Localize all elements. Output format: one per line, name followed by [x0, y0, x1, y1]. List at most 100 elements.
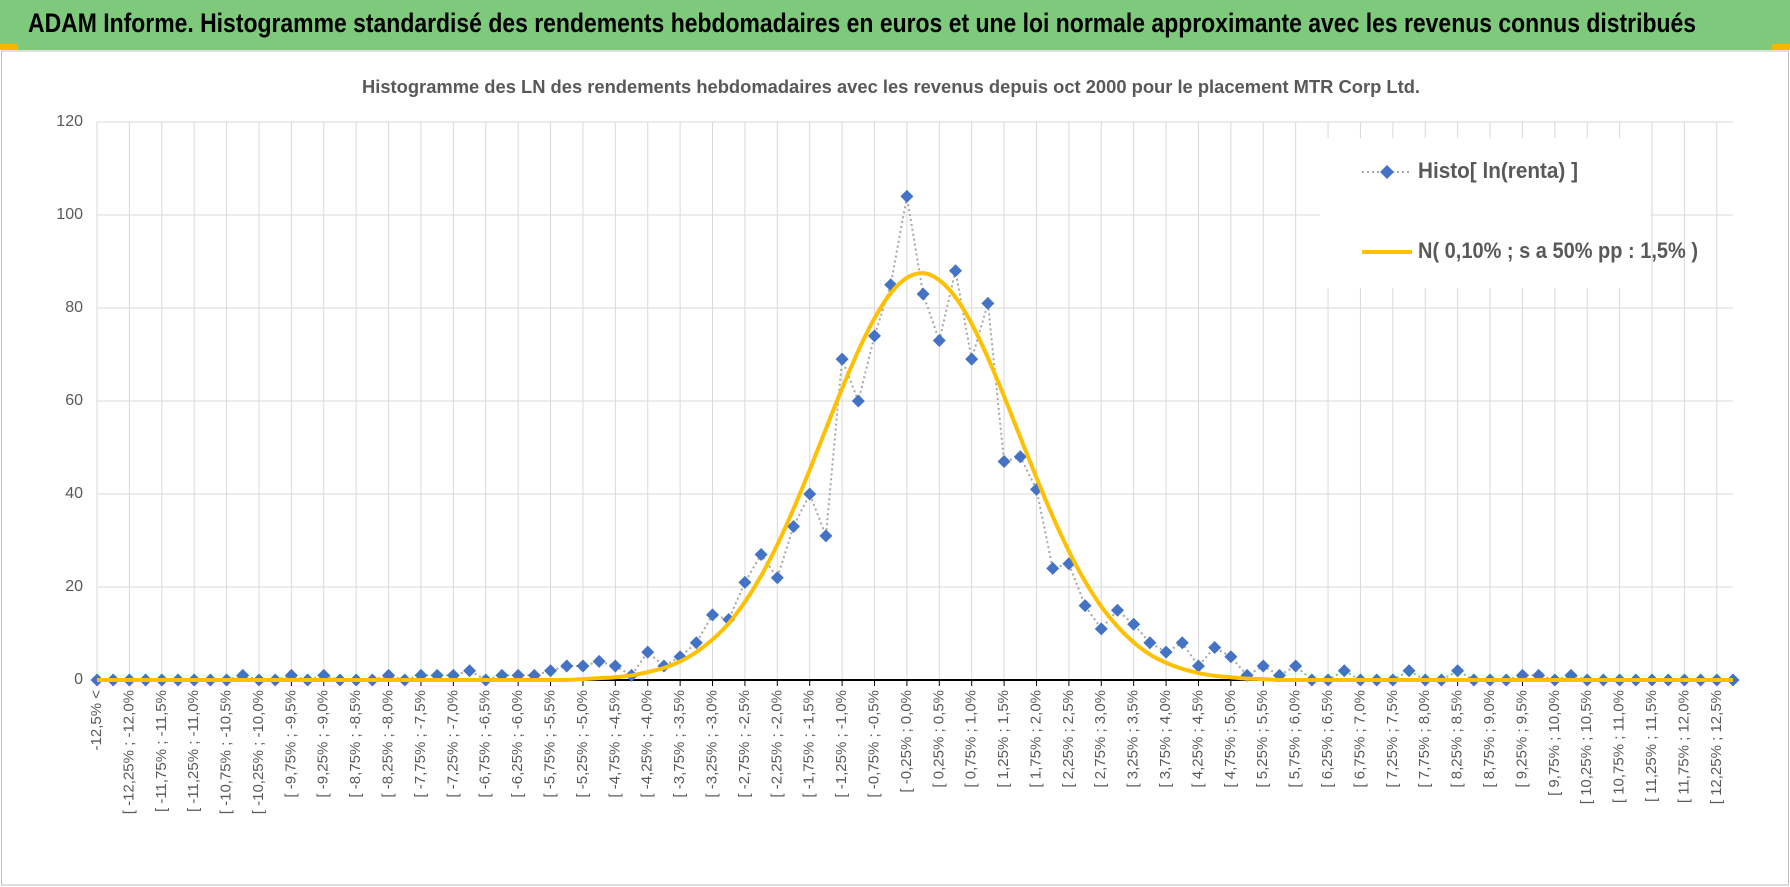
data-point	[576, 659, 590, 673]
data-point	[803, 487, 817, 501]
data-point	[706, 608, 720, 622]
x-tick-label: [ 11,75% ; 12,0%	[1675, 690, 1692, 803]
x-tick-label: [ -0,25% ; 0,0%	[898, 690, 915, 793]
data-point	[1110, 603, 1124, 617]
x-tick-label: [ 5,25% ; 5,5%	[1254, 690, 1271, 788]
x-tick-label: [ -5,75% ; -5,5%	[542, 690, 559, 798]
y-tick-label: 120	[56, 113, 83, 130]
x-tick-label: [ 9,75% ; 10,0%	[1546, 690, 1563, 796]
legend-box	[1320, 138, 1650, 288]
data-point	[1159, 645, 1173, 659]
data-point	[1094, 622, 1108, 636]
data-point	[592, 654, 606, 668]
x-tick-label: [ 4,75% ; 5,0%	[1222, 690, 1239, 788]
x-tick-label: [ 8,75% ; 9,0%	[1481, 690, 1498, 788]
x-tick-label: [ 12,25% ; 12,5%	[1708, 690, 1725, 804]
data-point	[835, 352, 849, 366]
x-tick-label: [ 2,75% ; 3,0%	[1092, 690, 1109, 788]
series-line	[97, 271, 1733, 683]
x-tick-label: [ 8,25% ; 8,5%	[1449, 690, 1466, 788]
x-tick-label: [ -8,25% ; -8,0%	[380, 690, 397, 798]
legend-marker	[1380, 165, 1394, 179]
data-point	[1402, 664, 1416, 678]
header-bar	[0, 0, 1790, 50]
data-point	[997, 454, 1011, 468]
data-point	[948, 264, 962, 278]
x-tick-label: [ -6,25% ; -6,0%	[509, 690, 526, 798]
x-tick-label: [ -3,25% ; -3,0%	[703, 690, 720, 798]
x-tick-label: [ -11,75% ; -11,5%	[153, 690, 170, 812]
x-tick-label: [ 1,75% ; 2,0%	[1027, 690, 1044, 788]
data-point	[770, 571, 784, 585]
data-point	[1256, 659, 1270, 673]
data-point	[1078, 599, 1092, 613]
header-title: ADAM Informe. Histogramme standardisé de…	[28, 8, 1696, 38]
corner-accent	[1772, 44, 1790, 50]
data-point	[1191, 659, 1205, 673]
x-tick-label: [ 0,75% ; 1,0%	[963, 690, 980, 788]
data-point	[819, 529, 833, 543]
x-tick-label: [ -5,25% ; -5,0%	[574, 690, 591, 798]
y-tick-label: 0	[74, 671, 83, 688]
x-tick-label: [ -2,75% ; -2,5%	[736, 690, 753, 798]
data-point	[1046, 561, 1060, 575]
x-tick-label: [ -3,75% ; -3,5%	[671, 690, 688, 798]
data-point	[1289, 659, 1303, 673]
x-tick-label: [ 10,75% ; 11,0%	[1611, 690, 1628, 803]
data-point	[916, 287, 930, 301]
corner-accent	[0, 44, 18, 50]
x-tick-label: [ -2,25% ; -2,0%	[768, 690, 785, 798]
x-tick-label: [ -9,25% ; -9,0%	[315, 690, 332, 798]
x-tick-label: [ -8,75% ; -8,5%	[347, 690, 364, 798]
data-point	[900, 189, 914, 203]
data-point	[641, 645, 655, 659]
x-tick-label: [ -4,75% ; -4,5%	[606, 690, 623, 798]
data-point	[463, 664, 477, 678]
x-tick-label: [ 9,25% ; 9,5%	[1513, 690, 1530, 788]
x-tick-label: [ 7,25% ; 7,5%	[1384, 690, 1401, 788]
x-tick-label: [ -4,25% ; -4,0%	[639, 690, 656, 798]
x-tick-label: [ 3,25% ; 3,5%	[1125, 690, 1142, 788]
chart-title: Histogramme des LN des rendements hebdom…	[362, 77, 1420, 97]
y-tick-label: 60	[65, 392, 83, 409]
data-point	[1013, 450, 1027, 464]
x-tick-label: [ -9,75% ; -9,5%	[282, 690, 299, 798]
data-point	[1175, 636, 1189, 650]
x-tick-label: [ 10,25% ; 10,5%	[1578, 690, 1595, 804]
x-tick-label: [ 3,75% ; 4,0%	[1157, 690, 1174, 788]
chart-frame	[1, 50, 1789, 886]
y-tick-label: 40	[65, 485, 83, 502]
y-tick-label: 80	[65, 299, 83, 316]
data-point	[1224, 650, 1238, 664]
data-point	[1127, 617, 1141, 631]
data-point	[787, 520, 801, 534]
data-point	[1337, 664, 1351, 678]
data-point	[932, 334, 946, 348]
x-tick-label: [ 0,25% ; 0,5%	[930, 690, 947, 788]
x-tick-label: [ -11,25% ; -11,0%	[185, 690, 202, 812]
x-tick-label: [ -7,25% ; -7,0%	[444, 690, 461, 798]
x-tick-label: [ 6,25% ; 6,5%	[1319, 690, 1336, 788]
legend-label: N( 0,10% ; s a 50% pp : 1,5% )	[1418, 238, 1698, 263]
x-tick-label: [ 11,25% ; 11,5%	[1643, 690, 1660, 802]
x-tick-label: [ -6,75% ; -6,5%	[477, 690, 494, 798]
data-point	[689, 636, 703, 650]
data-point	[1143, 636, 1157, 650]
data-point	[965, 352, 979, 366]
legend-label: Histo[ ln(renta) ]	[1418, 158, 1578, 183]
data-point	[608, 659, 622, 673]
x-tick-label: [ -7,75% ; -7,5%	[412, 690, 429, 798]
data-point	[868, 329, 882, 343]
x-tick-label: [ -1,75% ; -1,5%	[801, 690, 818, 798]
x-tick-label: [ 2,25% ; 2,5%	[1060, 690, 1077, 788]
x-tick-label: [ 4,25% ; 4,5%	[1189, 690, 1206, 788]
x-tick-label: [ -10,25% ; -10,0%	[250, 690, 267, 814]
data-point	[1208, 640, 1222, 654]
x-tick-label: [ -0,75% ; -0,5%	[865, 690, 882, 798]
data-point	[560, 659, 574, 673]
x-tick-label: [ -1,25% ; -1,0%	[833, 690, 850, 798]
x-tick-label: [ -12,25% ; -12,0%	[120, 690, 137, 814]
x-tick-label: -12,5% <	[88, 690, 105, 751]
x-tick-label: [ -10,75% ; -10,5%	[218, 690, 235, 814]
